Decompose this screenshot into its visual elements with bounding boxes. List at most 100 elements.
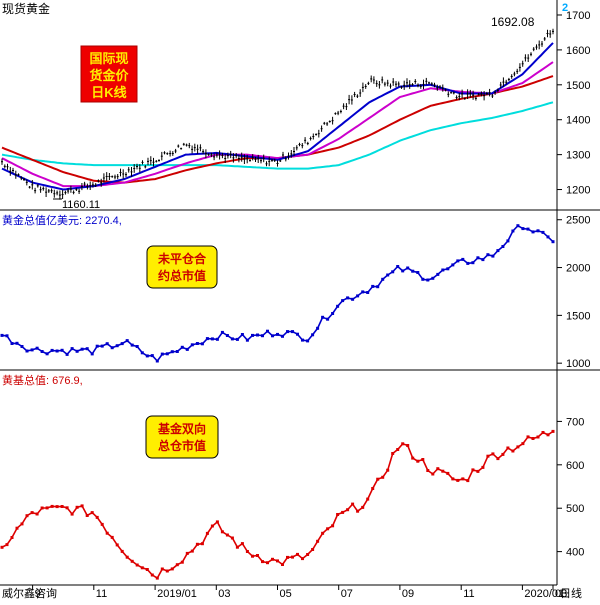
fund-point [256,554,259,557]
oi-point [0,333,4,337]
oi-point [541,230,545,234]
oi-point [20,345,24,348]
fund-point [180,560,184,564]
oi-point [240,333,244,336]
price-badge: 国际现 货金价 日K线 [80,45,138,103]
oi-point [431,276,435,280]
oi-point [411,269,415,273]
oi-point [456,259,460,263]
oi-point [391,270,395,274]
fund-point [446,471,450,475]
x-tick-label: 11 [463,588,474,600]
oi-point [115,344,119,348]
fund-point [346,508,350,512]
fund-point [95,515,99,519]
price-badge-line-2: 货金价 [89,68,129,83]
fund-point [501,452,505,456]
top-marker: 2 [562,2,568,14]
oi-point [441,268,445,272]
fund-point [45,506,49,510]
oi-badge-line-1: 未平仓合 [157,251,207,266]
fund-point [416,459,420,463]
fund-point [110,535,114,539]
fund-point [511,449,515,453]
oi-point [501,245,505,248]
oi-badge-line-2: 约总市值 [158,268,206,283]
oi-point [110,346,114,350]
chart-marks [0,28,555,580]
fund-point [451,477,455,481]
price-badge-line-1: 国际现 [89,51,128,66]
fund-point [496,457,500,461]
fund-point [80,504,84,508]
fund-point [271,557,274,561]
oi-point [45,352,49,356]
fund-point [251,554,254,558]
oi-point [396,265,400,268]
x-tick-label: 07 [341,588,353,600]
y-tick-label: 700 [566,416,584,428]
fund-point [281,563,284,566]
fund-point [215,520,219,524]
oi-point [366,291,370,294]
x-tick-label: 2020/01 [524,588,564,600]
oi-point [125,339,129,343]
oi-point [536,229,540,233]
fund-badge: 基金双向 总仓市值 [145,415,219,459]
fund-point [145,568,149,571]
fund-point [266,561,269,565]
fund-point [531,437,535,440]
y-tick-label: 500 [566,503,584,515]
oi-point [461,257,465,261]
fund-point [321,531,325,535]
fund-point [411,456,415,460]
oi-point [266,329,269,333]
fund-point [376,477,380,481]
oi-point [40,350,44,353]
oi-point [551,240,555,244]
fund-point [90,511,94,515]
fund-point [150,573,154,577]
oi-point [140,351,144,355]
oi-point [531,230,535,234]
oi-point [145,354,149,358]
fund-point [301,557,304,561]
fund-point [0,545,4,549]
fund-point [50,504,54,508]
fund-point [506,446,510,450]
fund-point [65,506,69,510]
oi-point [526,227,530,231]
fund-point [210,524,214,528]
oi-point [225,334,229,337]
oi-point [506,239,510,243]
high-annotation: 1692.08 [491,15,535,29]
fund-point [160,567,164,571]
oi-point [251,333,254,337]
oi-point [261,334,264,338]
fund-point [396,448,400,451]
fund-point [296,552,299,556]
fund-point [471,468,475,472]
fund-point [401,442,405,446]
oi-point [321,315,325,319]
fund-badge-line-2: 总仓市值 [158,438,206,453]
fund-point [185,551,189,555]
oi-point [446,267,450,271]
oi-point [5,334,9,338]
fund-point [220,530,224,534]
y-tick-label: 2000 [566,263,590,275]
fund-point [195,542,199,546]
y-tick-label: 400 [566,547,584,559]
fund-point [551,429,555,433]
fund-point [100,522,104,526]
fund-badge-line-1: 基金双向 [157,421,206,436]
oi-point [190,343,194,347]
y-tick-label: 1400 [566,115,590,127]
oi-point [416,271,420,274]
fund-point [235,545,239,549]
oi-point [105,342,109,346]
oi-point [60,348,64,352]
oi-point [496,249,500,253]
